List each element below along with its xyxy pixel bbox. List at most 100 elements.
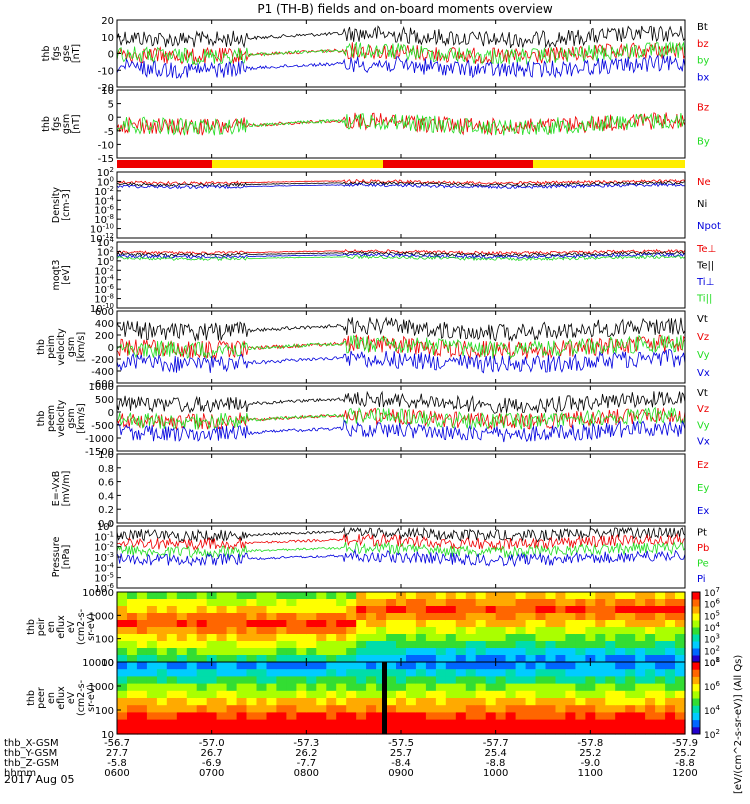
heatmap-cell [206, 676, 218, 685]
heatmap-cell [406, 634, 417, 642]
heatmap-cell [415, 690, 427, 699]
series-line [116, 406, 686, 430]
heatmap-cell [515, 613, 527, 621]
heatmap-cell [306, 669, 317, 677]
heatmap-cell [196, 726, 208, 735]
heatmap-cell [306, 705, 317, 713]
heatmap-cell [256, 627, 268, 635]
heatmap-cell [565, 662, 576, 670]
heatmap-cell [465, 648, 477, 656]
heatmap-cell [386, 599, 397, 607]
heatmap-cell [505, 648, 517, 656]
heatmap-cell [585, 719, 596, 728]
heatmap-cell [655, 662, 666, 670]
heatmap-cell [415, 620, 427, 628]
heatmap-cell [176, 698, 188, 706]
heatmap-cell [605, 676, 616, 685]
heatmap-cell [346, 606, 357, 614]
heatmap-cell [535, 676, 547, 685]
panel-frame [116, 453, 686, 524]
heatmap-cell [386, 662, 397, 670]
heatmap-cell [635, 655, 646, 663]
heatmap-cell [396, 690, 407, 699]
heatmap-cell [296, 648, 307, 656]
heatmap-cell [515, 648, 527, 656]
heatmap-cell [286, 683, 297, 692]
heatmap-cell [216, 648, 228, 656]
heatmap-cell [176, 662, 188, 670]
series-line [116, 532, 686, 551]
heatmap-cell [376, 641, 387, 649]
heatmap-cell [415, 627, 427, 635]
heatmap-cell [575, 634, 586, 642]
heatmap-cell [455, 669, 467, 677]
colorbar-swatch [692, 655, 700, 663]
heatmap-cell [296, 634, 307, 642]
heatmap-cell [406, 655, 417, 663]
heatmap-cell [117, 726, 128, 735]
heatmap-cell [425, 698, 437, 706]
heatmap-cell [256, 641, 268, 649]
mode-bar-segment [117, 160, 212, 168]
heatmap-cell [475, 613, 487, 621]
heatmap-cell [555, 592, 567, 600]
heatmap-cell [186, 634, 198, 642]
heatmap-cell [475, 726, 487, 735]
heatmap-cell [485, 655, 497, 663]
heatmap-cell [675, 634, 686, 642]
heatmap-cell [485, 705, 497, 713]
heatmap-cell [525, 683, 537, 692]
heatmap-cell [176, 669, 188, 677]
x-axis-value: 25.2 [674, 748, 696, 759]
heatmap-cell [276, 613, 287, 621]
heatmap-cell [445, 719, 457, 728]
series-line [116, 248, 686, 256]
heatmap-cell [306, 712, 317, 721]
heatmap-cell [515, 599, 527, 607]
heatmap-cell [226, 627, 238, 635]
heatmap-cell [127, 712, 138, 721]
heatmap-cell [127, 669, 138, 677]
heatmap-cell [256, 606, 268, 614]
heatmap-cell [216, 627, 228, 635]
heatmap-cell [176, 719, 188, 728]
heatmap-cell [117, 690, 128, 699]
heatmap-cell [545, 712, 557, 721]
x-axis-value: -8.8 [675, 758, 695, 769]
heatmap-cell [406, 719, 417, 728]
heatmap-cell [336, 599, 347, 607]
plot-title: P1 (TH-B) fields and on-board moments ov… [257, 2, 553, 16]
heatmap-cell [455, 712, 467, 721]
heatmap-cell [655, 683, 666, 692]
heatmap-cell [166, 719, 178, 728]
heatmap-cell [635, 648, 646, 656]
heatmap-cell [565, 613, 576, 621]
heatmap-cell [605, 669, 616, 677]
heatmap-cell [625, 698, 636, 706]
heatmap-cell [445, 676, 457, 685]
colorbar-tick-label: 102 [704, 728, 720, 741]
heatmap-cell [406, 705, 417, 713]
heatmap-cell [495, 641, 507, 649]
x-axis-value: 25.2 [579, 748, 601, 759]
heatmap-cell [665, 719, 676, 728]
heatmap-cell [386, 613, 397, 621]
heatmap-cell [445, 726, 457, 735]
heatmap-cell [366, 683, 377, 692]
heatmap-cell [276, 669, 287, 677]
heatmap-cell [545, 634, 557, 642]
heatmap-cell [406, 613, 417, 621]
heatmap-cell [435, 690, 447, 699]
heatmap-cell [256, 698, 268, 706]
heatmap-cell [196, 705, 208, 713]
heatmap-cell [376, 648, 387, 656]
heatmap-cell [156, 712, 168, 721]
heatmap-cell [296, 620, 307, 628]
y-tick-label: -1000 [85, 434, 114, 445]
heatmap-cell [127, 641, 138, 649]
heatmap-cell [346, 669, 357, 677]
y-axis-label: eflux [56, 686, 67, 710]
heatmap-cell [665, 627, 676, 635]
heatmap-cell [525, 698, 537, 706]
x-axis-value: -57.7 [483, 738, 509, 749]
